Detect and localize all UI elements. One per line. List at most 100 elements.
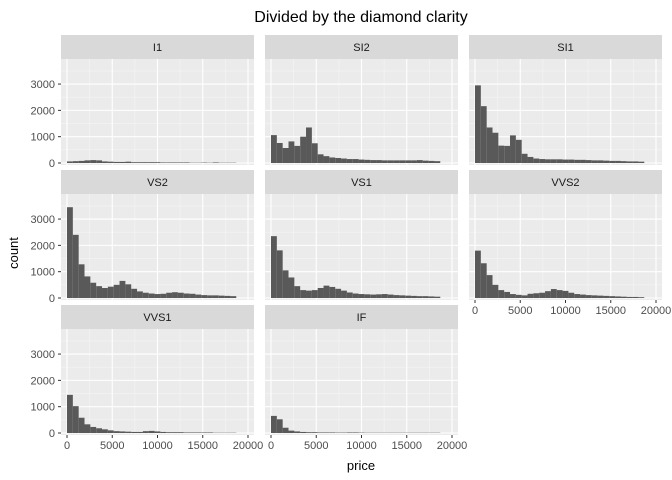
histogram-bar — [160, 431, 167, 433]
facet-strip — [469, 170, 662, 194]
histogram-bars — [67, 160, 237, 163]
histogram-bar — [160, 293, 167, 298]
histogram-bar — [341, 158, 347, 163]
histogram-bar — [620, 161, 627, 163]
facet-panel: IF 0 5000 10000 15000 20000 — [265, 305, 467, 452]
histogram-bar — [166, 432, 173, 433]
histogram-bar — [300, 431, 307, 433]
histogram-bar — [568, 292, 575, 298]
y-tick-label: 2000 — [31, 240, 55, 252]
histogram-bar — [411, 160, 417, 163]
histogram-bar — [329, 157, 336, 163]
histogram-bar — [597, 295, 604, 298]
histogram-bar — [626, 161, 633, 163]
histogram-bar — [428, 296, 435, 298]
histogram-bar — [486, 127, 493, 163]
histogram-bar — [183, 162, 190, 163]
histogram-bars — [271, 236, 441, 298]
histogram-bar — [562, 290, 569, 298]
histogram-bar — [183, 293, 190, 298]
histogram-bar — [428, 160, 435, 163]
histogram-bar — [510, 294, 516, 298]
histogram-bar — [317, 288, 324, 298]
histogram-bar — [434, 296, 441, 298]
y-tick-label: 3000 — [31, 79, 55, 91]
facet-strip — [265, 35, 458, 59]
y-tick-label: 1000 — [31, 267, 55, 279]
facet-label: VS2 — [147, 177, 168, 189]
histogram-bar — [311, 143, 318, 163]
histogram-bar — [207, 295, 213, 298]
histogram-bar — [376, 294, 382, 298]
histogram-bar — [311, 290, 318, 298]
histogram-bars — [271, 127, 441, 163]
histogram-bar — [498, 290, 505, 298]
y-tick-label: 3000 — [31, 349, 55, 361]
facet-label: SI1 — [557, 42, 574, 54]
histogram-bar — [329, 432, 336, 433]
histogram-bar — [352, 159, 359, 163]
histogram-bar — [533, 293, 540, 298]
histogram-bar — [306, 127, 312, 163]
histogram-bar — [387, 294, 394, 298]
histogram-bar — [591, 295, 598, 298]
histogram-bar — [102, 429, 108, 433]
histogram-bar — [67, 394, 73, 433]
histogram-bar — [271, 135, 277, 163]
histogram-bar — [609, 296, 616, 298]
histogram-bar — [480, 106, 487, 163]
histogram-bar — [393, 160, 400, 163]
histogram-bar — [381, 294, 388, 298]
histogram-bar — [364, 294, 371, 298]
histogram-bar — [527, 156, 534, 163]
histogram-bar — [148, 293, 155, 298]
histogram-bar — [90, 282, 97, 298]
x-tick-label: 20000 — [641, 305, 672, 317]
histogram-bar — [399, 295, 406, 298]
histogram-bar — [352, 432, 359, 433]
histogram-bar — [416, 160, 423, 163]
histogram-bar — [148, 430, 155, 433]
histogram-bar — [276, 143, 283, 163]
histogram-bar — [475, 250, 481, 298]
histogram-bar — [416, 296, 423, 298]
histogram-bar — [113, 161, 120, 163]
x-tick-label: 5000 — [508, 305, 532, 317]
histogram-bar — [154, 162, 161, 163]
histogram-bar — [306, 290, 312, 298]
histogram-bar — [580, 159, 586, 163]
histogram-bar — [615, 160, 621, 163]
histogram-bar — [288, 141, 295, 163]
histogram-bar — [201, 295, 208, 298]
x-tick-label: 0 — [268, 440, 274, 452]
histogram-bar — [271, 415, 277, 433]
histogram-bar — [294, 431, 301, 433]
histogram-bar — [341, 290, 347, 298]
histogram-bar — [556, 290, 563, 298]
histogram-bar — [568, 159, 575, 163]
histogram-bar — [218, 295, 225, 298]
histogram-bar — [300, 136, 307, 163]
histogram-bar — [282, 270, 289, 298]
histogram-bar — [585, 295, 592, 298]
histogram-bar — [119, 280, 126, 298]
histogram-bar — [72, 406, 79, 433]
histogram-bar — [276, 250, 283, 298]
histogram-bar — [177, 292, 184, 298]
histogram-bar — [160, 162, 167, 163]
histogram-bar — [521, 153, 528, 163]
histogram-bar — [323, 156, 330, 163]
histogram-bar — [137, 291, 143, 298]
facet-label: SI2 — [353, 42, 370, 54]
histogram-bar — [90, 160, 97, 163]
x-tick-label: 10000 — [346, 440, 377, 452]
histogram-bar — [615, 296, 621, 298]
histogram-bar — [329, 286, 336, 298]
histogram-bars — [475, 250, 645, 298]
histogram-bar — [166, 162, 173, 163]
histogram-bar — [107, 430, 114, 433]
histogram-bar — [131, 431, 138, 433]
facet-strip — [61, 305, 254, 329]
histogram-bar — [434, 161, 441, 163]
histogram-bar — [323, 432, 330, 433]
